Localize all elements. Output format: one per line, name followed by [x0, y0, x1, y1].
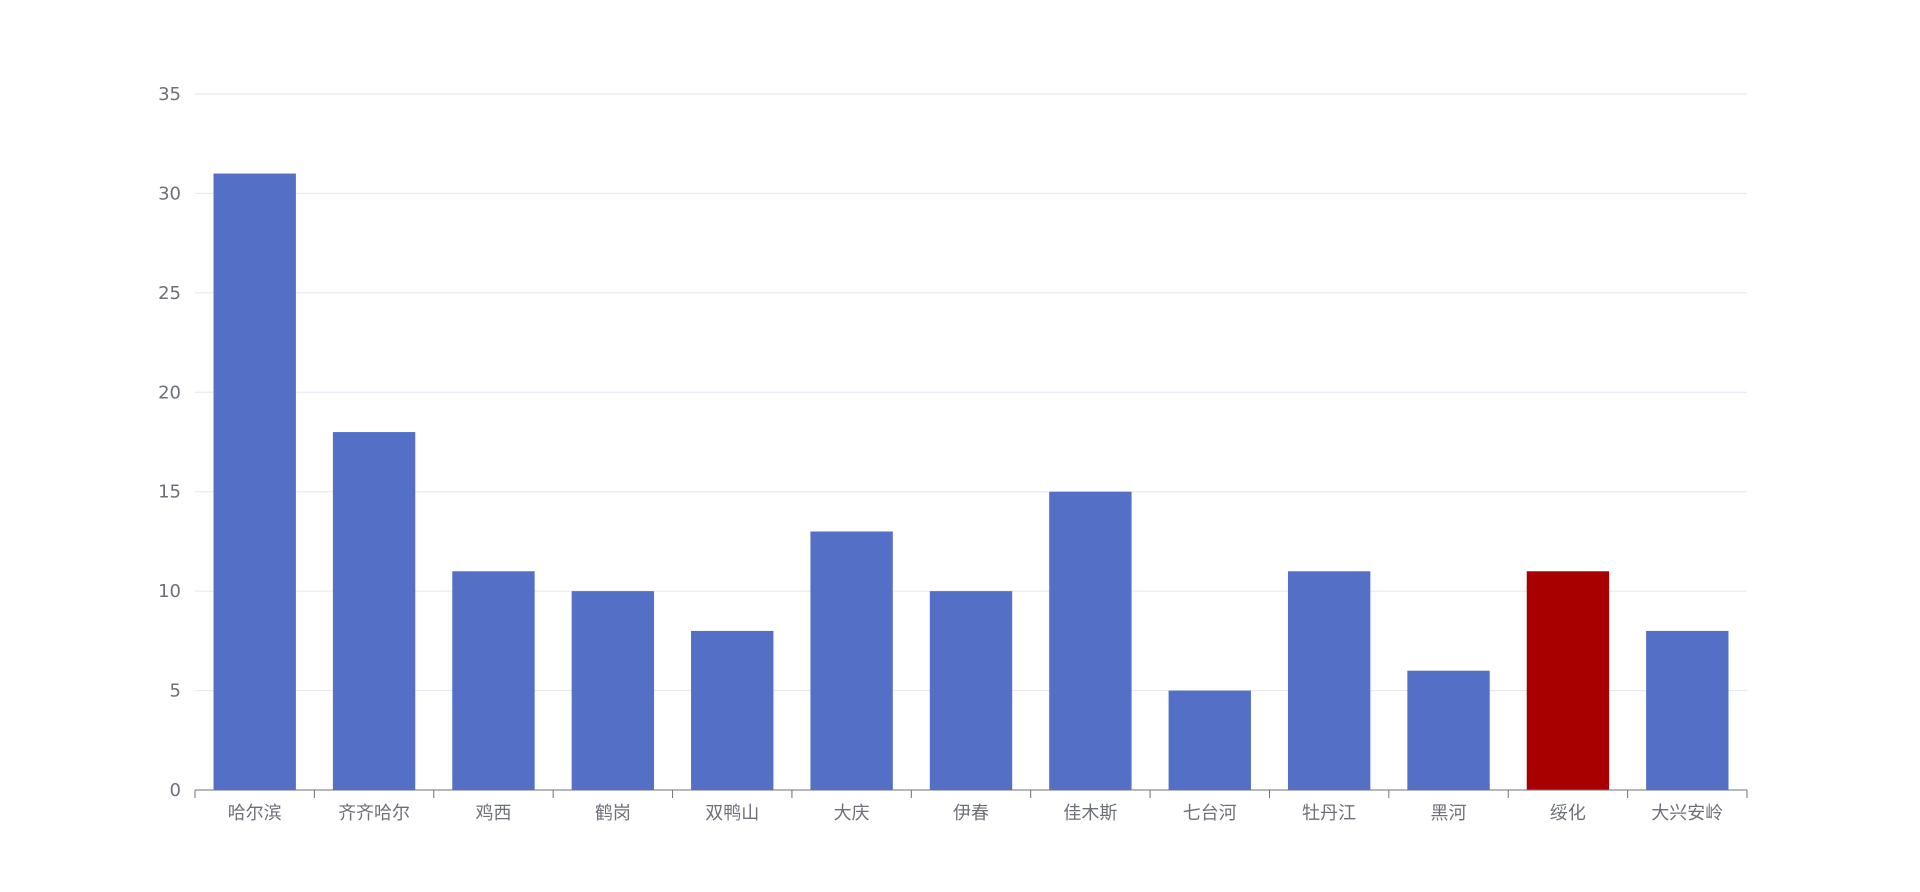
y-tick-label: 15 — [158, 482, 181, 503]
bar[interactable] — [213, 173, 296, 791]
x-tick-label: 大庆 — [834, 803, 870, 824]
y-tick-label: 0 — [170, 780, 181, 801]
bar[interactable] — [1526, 571, 1610, 790]
y-tick-label: 35 — [158, 84, 181, 105]
bar[interactable] — [929, 591, 1013, 790]
bar[interactable] — [452, 571, 535, 790]
y-axis-ticks: 0 5 10 15 20 25 30 35 — [158, 84, 181, 801]
bar[interactable] — [1287, 571, 1371, 790]
x-tick-label: 七台河 — [1183, 803, 1237, 824]
bar[interactable] — [1407, 670, 1490, 790]
x-tick-label: 大兴安岭 — [1651, 803, 1723, 824]
bar[interactable] — [332, 432, 416, 790]
x-axis — [194, 789, 1748, 798]
bar[interactable] — [1168, 690, 1251, 790]
bar[interactable] — [1049, 491, 1132, 790]
x-tick-label: 佳木斯 — [1063, 803, 1117, 824]
bars — [213, 173, 1729, 791]
bar[interactable] — [691, 630, 774, 790]
bar[interactable] — [571, 591, 655, 790]
x-axis-ticks: 哈尔滨 齐齐哈尔 鸡西 鹤岗 双鸭山 大庆 伊春 佳木斯 七台河 牡丹江 黑河 绥化 大兴安岭 — [228, 803, 1724, 824]
y-tick-label: 10 — [158, 581, 181, 602]
bar[interactable] — [810, 531, 893, 790]
x-tick-label: 鹤岗 — [595, 803, 631, 824]
x-tick-label: 哈尔滨 — [228, 803, 282, 824]
y-tick-label: 5 — [170, 681, 181, 702]
bar[interactable] — [1646, 630, 1729, 790]
x-tick-label: 齐齐哈尔 — [338, 803, 410, 824]
x-tick-label: 绥化 — [1550, 803, 1586, 824]
x-tick-label: 双鸭山 — [705, 803, 759, 824]
x-tick-label: 牡丹江 — [1302, 803, 1356, 824]
x-tick-label: 伊春 — [953, 803, 989, 824]
y-tick-label: 25 — [158, 283, 181, 304]
y-tick-label: 20 — [158, 382, 181, 403]
x-tick-label: 黑河 — [1431, 803, 1467, 824]
y-tick-label: 30 — [158, 183, 181, 204]
x-tick-label: 鸡西 — [475, 803, 511, 824]
